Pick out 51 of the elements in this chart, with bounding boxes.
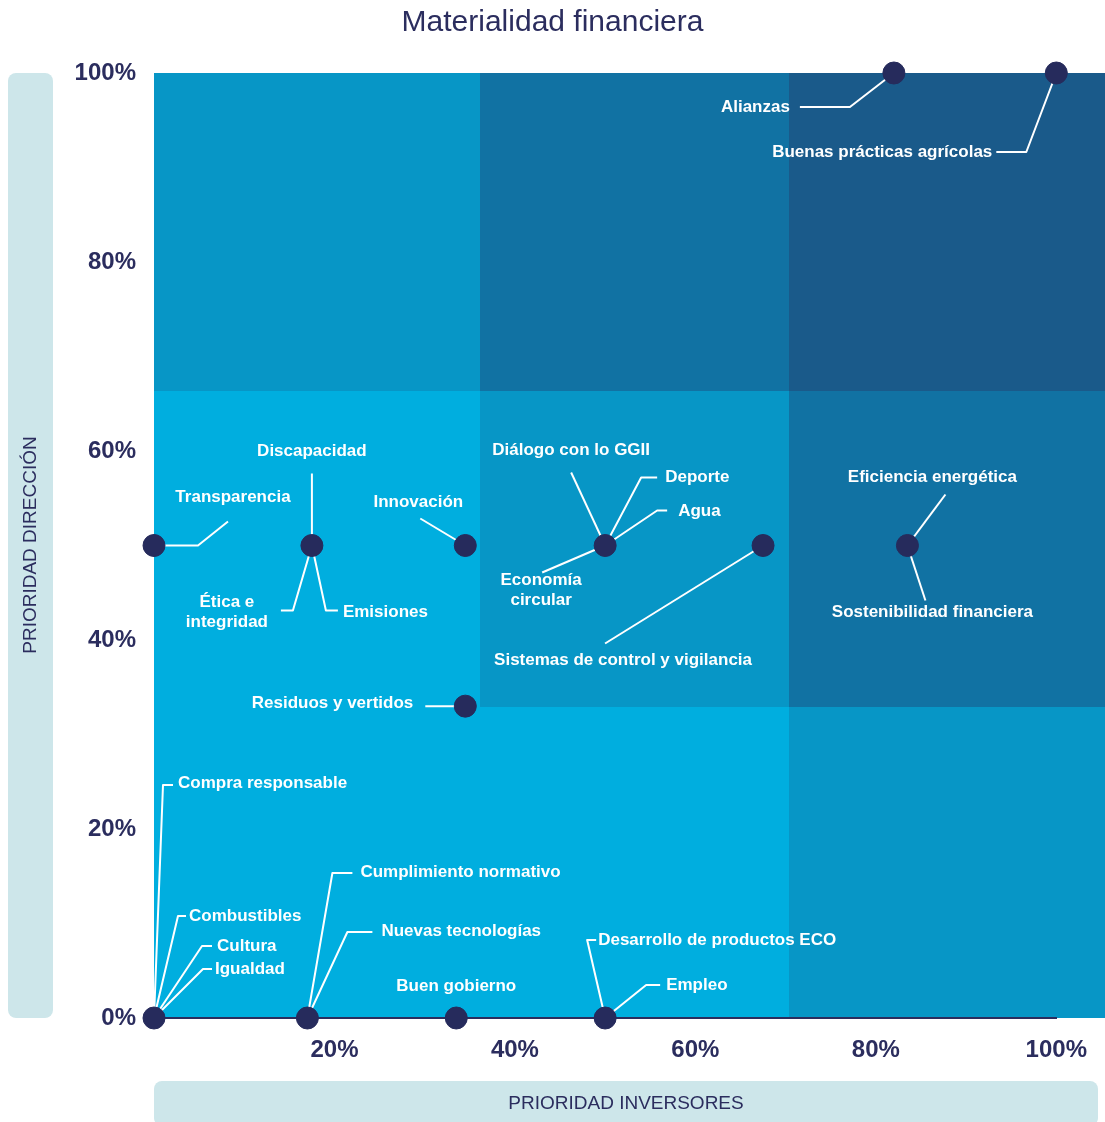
annotation: Buen gobierno bbox=[396, 975, 517, 995]
annotation: Sistemas de control y vigilancia bbox=[494, 650, 753, 670]
annotation: Deporte bbox=[665, 467, 730, 487]
point bbox=[142, 534, 166, 557]
point bbox=[295, 1006, 319, 1030]
point bbox=[453, 694, 477, 718]
annotation: Transparencia bbox=[175, 487, 292, 507]
annotation: Empleo bbox=[666, 974, 728, 994]
point bbox=[593, 534, 617, 557]
annotation: Igualdad bbox=[215, 958, 285, 978]
annotation: Sostenibilidad financiera bbox=[831, 602, 1034, 622]
annotation: Eficiencia energética bbox=[847, 467, 1018, 487]
point bbox=[593, 1006, 617, 1030]
annotation: Cumplimiento normativo bbox=[360, 861, 561, 881]
annotation: Cultura bbox=[217, 935, 278, 955]
point bbox=[1044, 61, 1068, 85]
chart-title: Materialidad financiera bbox=[400, 4, 705, 38]
y-tick-label: 80% bbox=[87, 246, 136, 274]
annotation: Innovación bbox=[373, 492, 464, 512]
annotation: Combustibles bbox=[189, 905, 302, 925]
annotation: Alianzas bbox=[720, 96, 790, 116]
annotation: Desarrollo de productos ECO bbox=[598, 929, 837, 949]
x-tick-label: 80% bbox=[851, 1035, 900, 1063]
annotation: Diálogo con lo GGII bbox=[492, 440, 651, 460]
point bbox=[895, 534, 919, 557]
y-tick-label: 20% bbox=[87, 813, 136, 841]
x-tick-label: 40% bbox=[490, 1035, 539, 1063]
annotation: Emisiones bbox=[342, 602, 428, 622]
y-tick-label: 0% bbox=[101, 1002, 136, 1030]
x-tick-label: 100% bbox=[1025, 1035, 1087, 1063]
x-tick-label: 20% bbox=[310, 1035, 359, 1063]
point bbox=[444, 1006, 468, 1030]
y-axis-title: PRIORIDAD DIRECCIÓN bbox=[19, 436, 41, 654]
y-tick-label: 100% bbox=[74, 57, 136, 85]
x-tick-label: 60% bbox=[671, 1035, 720, 1063]
point bbox=[453, 534, 477, 557]
x-axis-title: PRIORIDAD INVERSORES bbox=[507, 1092, 745, 1114]
annotation: Economía circular bbox=[500, 570, 583, 610]
annotation: Agua bbox=[678, 501, 722, 521]
point bbox=[300, 534, 324, 557]
annotation: Nuevas tecnologías bbox=[381, 920, 542, 940]
annotation: Compra responsable bbox=[178, 772, 348, 792]
y-tick-label: 40% bbox=[87, 624, 136, 652]
annotation: Buenas prácticas agrícolas bbox=[772, 141, 993, 161]
y-tick-label: 60% bbox=[87, 435, 136, 463]
point bbox=[882, 61, 906, 85]
annotation: Residuos y vertidos bbox=[251, 692, 414, 712]
point bbox=[142, 1006, 166, 1030]
annotation: Ética e integridad bbox=[185, 592, 268, 632]
point bbox=[751, 534, 775, 557]
annotation: Discapacidad bbox=[257, 441, 367, 461]
